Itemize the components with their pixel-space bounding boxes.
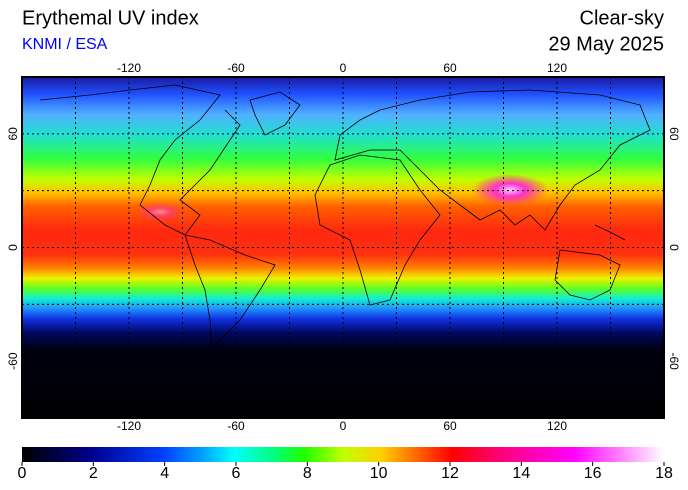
colorbar-tick-label: 6 bbox=[232, 465, 241, 482]
colorbar-tick-label: 8 bbox=[303, 465, 312, 482]
title: Erythemal UV index bbox=[22, 7, 199, 29]
colorbar-tick-label: 12 bbox=[441, 465, 459, 482]
lat-tick-label: -60 bbox=[6, 352, 20, 370]
lon-tick-label: 0 bbox=[340, 419, 347, 433]
lon-tick-label: -120 bbox=[117, 419, 141, 433]
coastlines bbox=[39, 84, 651, 349]
colorbar-tick-label: 4 bbox=[160, 465, 169, 482]
source: KNMI / ESA bbox=[22, 36, 108, 53]
uv-hotspot bbox=[135, 202, 185, 222]
lat-tick-label: 60 bbox=[6, 127, 20, 141]
lon-tick-label: 60 bbox=[443, 419, 457, 433]
colorbar-ticks: 0 2 4 6 8 10 12 14 16 18 bbox=[18, 462, 673, 482]
colorbar-tick-label: 16 bbox=[584, 465, 602, 482]
colorbar-tick-label: 14 bbox=[512, 465, 530, 482]
condition: Clear-sky bbox=[580, 7, 664, 29]
lat-tick-label: 0 bbox=[6, 244, 20, 251]
lon-tick-label: 120 bbox=[547, 419, 567, 433]
colorbar-tick-label: 0 bbox=[18, 465, 27, 482]
lon-tick-label: -60 bbox=[227, 61, 245, 75]
graticule bbox=[22, 77, 664, 418]
lat-tick-label: -60 bbox=[667, 352, 681, 370]
lat-tick-label: 60 bbox=[667, 127, 681, 141]
map bbox=[21, 76, 665, 419]
lon-tick-label: 120 bbox=[547, 61, 567, 75]
map-frame bbox=[21, 76, 665, 419]
lon-tick-label: -60 bbox=[227, 419, 245, 433]
uv-hotspot bbox=[472, 174, 548, 206]
lat-tick-label: 0 bbox=[667, 244, 681, 251]
colorbar-tick-label: 2 bbox=[89, 465, 98, 482]
date: 29 May 2025 bbox=[548, 33, 664, 55]
lon-tick-label: -120 bbox=[117, 61, 141, 75]
colorbar-tick-label: 10 bbox=[370, 465, 388, 482]
lon-tick-label: 0 bbox=[340, 61, 347, 75]
colorbar-tick-label: 18 bbox=[655, 465, 673, 482]
colorbar bbox=[22, 447, 664, 462]
lon-tick-label: 60 bbox=[443, 61, 457, 75]
